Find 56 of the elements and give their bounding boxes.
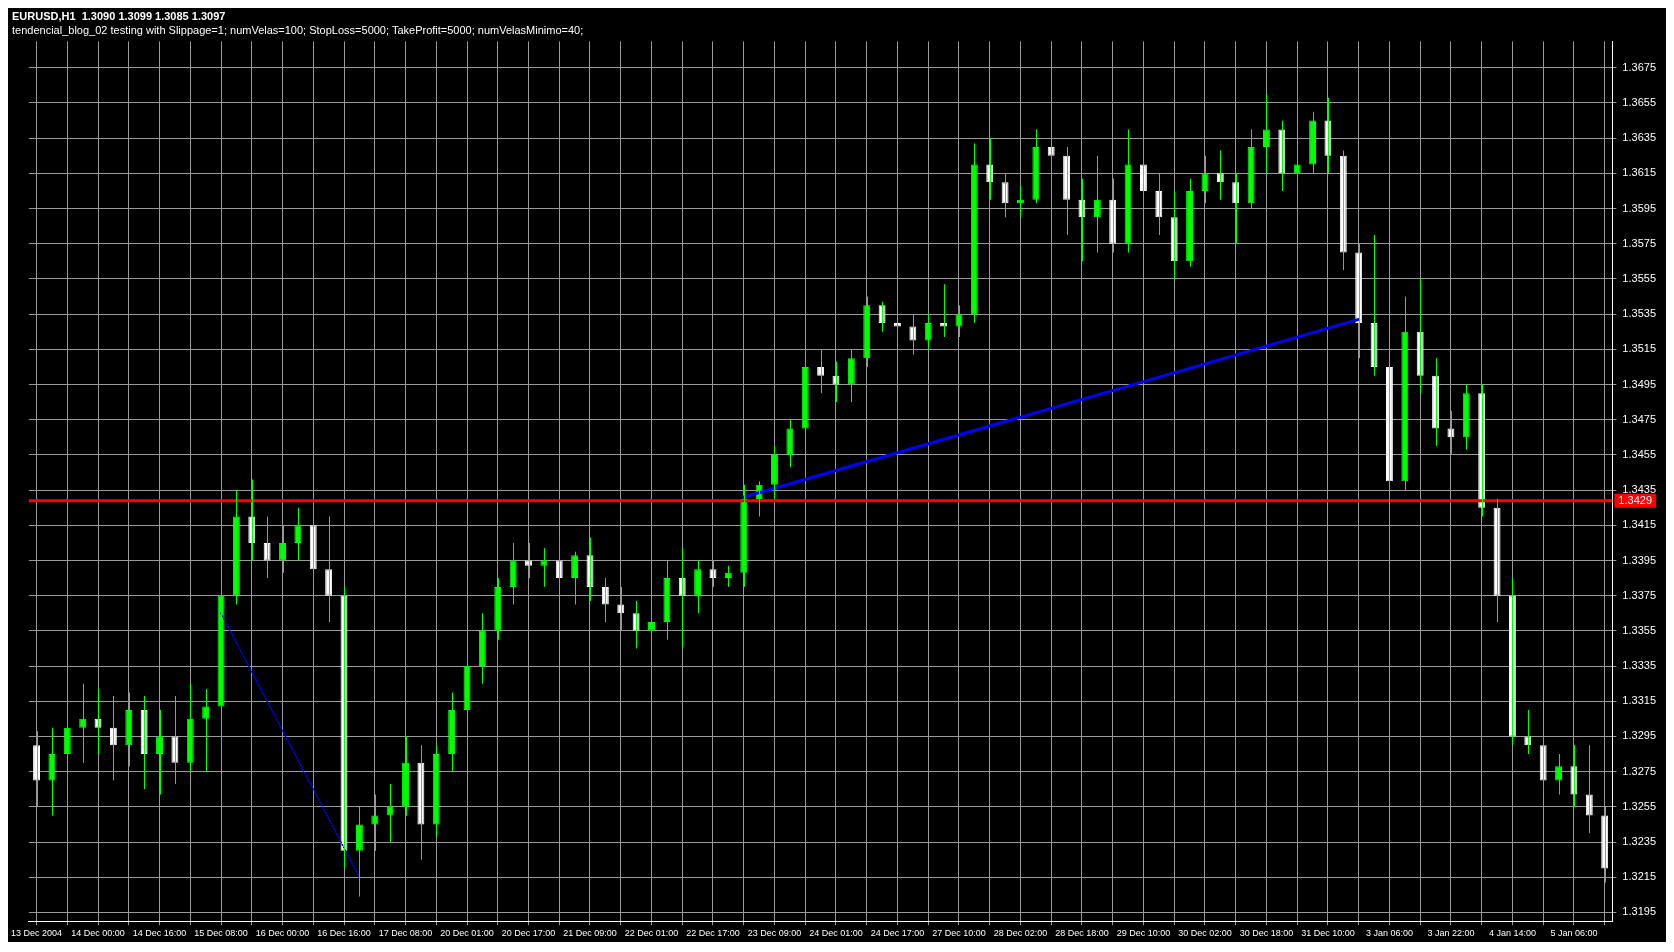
ref-line-label: 1.3429 (1618, 493, 1653, 506)
y-tick-label: 1.3515 (1622, 342, 1657, 355)
y-tick-label: 1.3455 (1622, 447, 1657, 460)
y-tick-label: 1.3475 (1622, 412, 1657, 425)
x-tick-label: 17 Dec 08:00 (378, 928, 433, 939)
y-tick-label: 1.3395 (1622, 553, 1657, 566)
x-tick-label: 16 Dec 00:00 (255, 928, 310, 939)
chart-title: EURUSD,H1 1.3090 1.3099 1.3085 1.3097 (12, 9, 226, 22)
x-tick-label: 22 Dec 01:00 (624, 928, 679, 939)
x-tick-label: 22 Dec 17:00 (686, 928, 740, 939)
x-tick-label: 21 Dec 09:00 (563, 928, 617, 939)
x-tick-label: 20 Dec 01:00 (440, 928, 494, 939)
y-tick-label: 1.3655 (1622, 96, 1657, 109)
y-tick-label: 1.3575 (1622, 236, 1657, 249)
y-tick-label: 1.3615 (1622, 166, 1657, 179)
x-tick-label: 16 Dec 16:00 (317, 928, 371, 939)
x-tick-label: 3 Jan 22:00 (1427, 928, 1475, 939)
x-tick-label: 5 Jan 06:00 (1550, 928, 1598, 939)
x-tick-label: 14 Dec 16:00 (132, 928, 187, 939)
y-tick-label: 1.3635 (1622, 131, 1657, 144)
x-tick-label: 24 Dec 17:00 (870, 928, 925, 939)
x-tick-label: 15 Dec 08:00 (194, 928, 248, 939)
y-tick-label: 1.3215 (1622, 870, 1657, 883)
y-tick-label: 1.3355 (1622, 623, 1657, 636)
y-tick-label: 1.3295 (1622, 729, 1657, 742)
y-tick-label: 1.3675 (1622, 60, 1657, 73)
x-tick-label: 28 Dec 18:00 (1055, 928, 1109, 939)
x-tick-label: 23 Dec 09:00 (747, 928, 802, 939)
x-tick-label: 30 Dec 02:00 (1178, 928, 1232, 939)
x-tick-label: 20 Dec 17:00 (501, 928, 556, 939)
y-tick-label: 1.3235 (1622, 835, 1657, 848)
y-tick-label: 1.3595 (1622, 201, 1657, 214)
y-tick-label: 1.3195 (1622, 905, 1657, 918)
x-tick-label: 28 Dec 02:00 (993, 928, 1048, 939)
x-tick-label: 24 Dec 01:00 (809, 928, 863, 939)
y-tick-label: 1.3315 (1622, 694, 1657, 707)
y-tick-label: 1.3275 (1622, 764, 1657, 777)
x-tick-label: 27 Dec 10:00 (932, 928, 986, 939)
y-tick-label: 1.3375 (1622, 588, 1657, 601)
y-tick-label: 1.3535 (1622, 307, 1657, 320)
x-tick-label: 13 Dec 2004 (11, 928, 63, 939)
y-tick-label: 1.3415 (1622, 518, 1657, 531)
y-tick-label: 1.3255 (1622, 799, 1657, 812)
x-tick-label: 14 Dec 00:00 (71, 928, 125, 939)
x-tick-label: 3 Jan 06:00 (1365, 928, 1413, 939)
x-tick-label: 29 Dec 10:00 (1116, 928, 1171, 939)
x-tick-label: 4 Jan 14:00 (1488, 928, 1536, 939)
x-tick-label: 30 Dec 18:00 (1239, 928, 1294, 939)
y-tick-label: 1.3335 (1622, 659, 1657, 672)
chart-subtitle: tendencial_blog_02 testing with Slippage=1; numVelas=100; StopLoss=5000; TakeProfit=5000; numVelasMinimo=40; (12, 23, 584, 36)
candlestick (540, 547, 548, 588)
y-tick-label: 1.3555 (1622, 271, 1657, 284)
x-tick-label: 31 Dec 10:00 (1301, 928, 1355, 939)
y-tick-label: 1.3495 (1622, 377, 1657, 390)
candlestick (525, 542, 532, 579)
y-tick-label: 1.3435 (1622, 483, 1657, 496)
